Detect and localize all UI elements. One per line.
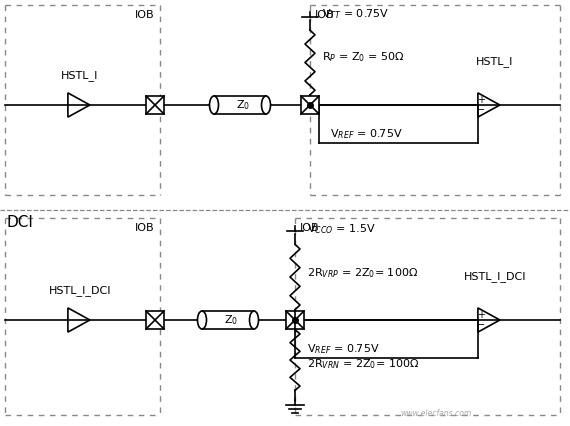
Text: +: + xyxy=(477,95,484,105)
Text: V$_{REF}$ = 0.75V: V$_{REF}$ = 0.75V xyxy=(307,342,380,356)
Text: www.elecfans.com: www.elecfans.com xyxy=(400,409,471,418)
Text: −: − xyxy=(477,320,485,330)
Text: IOB: IOB xyxy=(136,223,155,233)
Text: HSTL_I_DCI: HSTL_I_DCI xyxy=(464,271,526,282)
Text: V$_{REF}$ = 0.75V: V$_{REF}$ = 0.75V xyxy=(330,127,402,141)
Text: 2R$_{VRN}$ = 2Z$_{0}$= 100Ω: 2R$_{VRN}$ = 2Z$_{0}$= 100Ω xyxy=(307,357,420,371)
Text: HSTL_I: HSTL_I xyxy=(477,56,514,67)
Text: R$_{P}$ = Z$_{0}$ = 50Ω: R$_{P}$ = Z$_{0}$ = 50Ω xyxy=(322,51,405,64)
Bar xyxy=(286,311,304,329)
Ellipse shape xyxy=(262,96,271,114)
Text: +: + xyxy=(477,310,484,320)
Bar xyxy=(301,96,319,114)
Text: 2R$_{VRP}$ = 2Z$_{0}$= 100Ω: 2R$_{VRP}$ = 2Z$_{0}$= 100Ω xyxy=(307,266,418,280)
Text: HSTL_I_DCI: HSTL_I_DCI xyxy=(49,285,111,296)
Text: −: − xyxy=(477,105,485,115)
Text: IOB: IOB xyxy=(136,10,155,20)
Text: Z$_{0}$: Z$_{0}$ xyxy=(224,313,238,327)
Bar xyxy=(202,311,254,329)
Text: Z$_{0}$: Z$_{0}$ xyxy=(236,98,250,112)
Bar xyxy=(146,96,164,114)
Ellipse shape xyxy=(197,311,206,329)
Text: V$_{CCO}$ = 1.5V: V$_{CCO}$ = 1.5V xyxy=(307,222,376,236)
Bar xyxy=(214,96,266,114)
Text: IOB: IOB xyxy=(300,223,320,233)
Bar xyxy=(146,311,164,329)
Ellipse shape xyxy=(250,311,259,329)
Ellipse shape xyxy=(210,96,218,114)
Text: V$_{TT}$ = 0.75V: V$_{TT}$ = 0.75V xyxy=(322,7,389,21)
Text: DCI: DCI xyxy=(7,215,34,230)
Text: IOB: IOB xyxy=(315,10,335,20)
Text: HSTL_I: HSTL_I xyxy=(62,70,99,81)
